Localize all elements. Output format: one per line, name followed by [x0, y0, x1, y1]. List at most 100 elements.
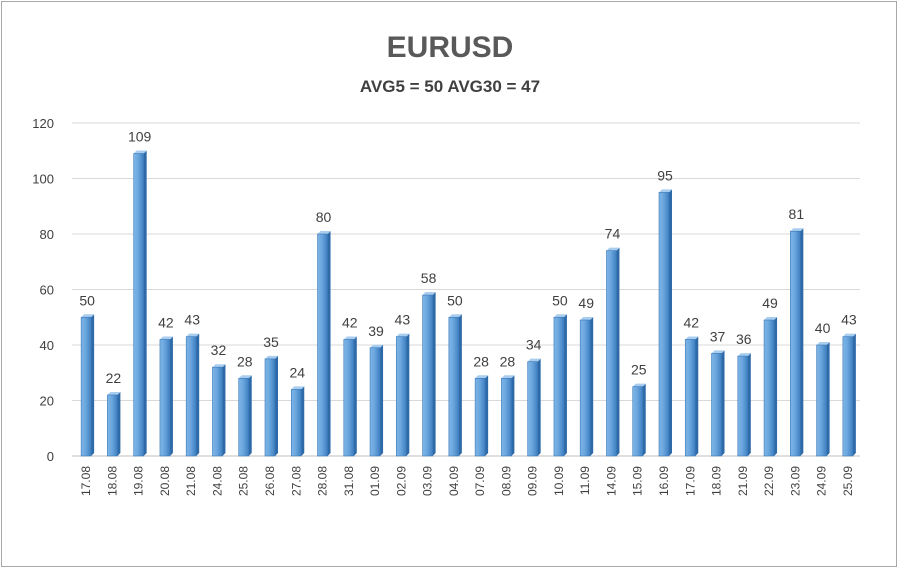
y-tick-label: 60 [40, 283, 54, 298]
bar-top [212, 364, 226, 368]
bar-front [448, 316, 460, 457]
x-tick-label: 21.08 [184, 466, 198, 496]
bar-front [185, 336, 197, 457]
bar-front [422, 294, 433, 457]
data-label: 28 [473, 353, 489, 369]
bar-side [774, 317, 778, 456]
bar-side [196, 333, 200, 456]
bar-front [842, 336, 854, 457]
bar-top [475, 375, 489, 379]
bar [159, 336, 173, 457]
bar-top [580, 317, 594, 321]
x-tick-label: 09.09 [526, 466, 540, 496]
y-tick-label: 40 [40, 338, 54, 353]
bar-top [764, 317, 778, 321]
bar-side [117, 391, 121, 456]
bar [474, 375, 489, 457]
bar-top [737, 353, 751, 357]
bar-side [301, 386, 305, 456]
bar [185, 333, 200, 457]
data-label: 74 [605, 226, 621, 242]
x-tick-label: 23.09 [788, 466, 802, 496]
bar-top [606, 247, 620, 251]
bar-side [485, 375, 489, 456]
x-tick-label: 28.08 [316, 466, 330, 496]
bar-top [317, 231, 331, 234]
bar-side [353, 336, 357, 456]
bar [684, 336, 699, 457]
bar-side [380, 344, 384, 456]
data-label: 50 [79, 292, 95, 308]
bar-top [238, 375, 252, 379]
bar-front [553, 316, 565, 457]
bar-side [91, 314, 95, 456]
bar [763, 317, 778, 457]
x-tick-label: 17.09 [683, 466, 697, 496]
x-tick-label: 14.09 [604, 466, 618, 496]
bar-top [159, 336, 173, 340]
gridlines [72, 122, 860, 457]
x-tick-label: 02.09 [394, 466, 408, 496]
bar [501, 375, 515, 457]
bar-front [790, 230, 801, 457]
data-label: 50 [447, 292, 463, 308]
bar-top [816, 342, 830, 345]
bar-front [737, 355, 749, 457]
data-label: 50 [552, 292, 568, 308]
y-tick-label: 120 [32, 116, 54, 131]
data-label: 24 [289, 364, 305, 380]
bar-front [290, 389, 302, 457]
bar-top [448, 314, 462, 318]
chart-subtitle: AVG5 = 50 AVG30 = 47 [360, 77, 540, 96]
bar [369, 344, 384, 457]
data-label: 34 [526, 337, 542, 353]
bars [80, 150, 856, 457]
bar [264, 355, 278, 457]
data-label: 43 [841, 312, 857, 328]
x-axis-ticks: 17.08 18.08 19.08 20.08 21.08 24.08 25.08 26.08… [79, 466, 855, 496]
x-tick-label: 08.09 [499, 466, 513, 496]
bar-front [816, 344, 827, 457]
bar [632, 383, 646, 457]
bar-side [222, 364, 226, 456]
bar-front [711, 353, 722, 457]
bar-front [632, 386, 644, 457]
x-tick-label: 24.08 [210, 466, 224, 496]
data-label: 81 [789, 206, 805, 222]
bar-front [527, 361, 538, 457]
bar-side [169, 336, 173, 456]
bar [422, 292, 436, 457]
data-label: 36 [736, 331, 752, 347]
data-label: 39 [368, 323, 384, 339]
x-tick-label: 15.09 [631, 466, 645, 496]
y-tick-label: 0 [47, 449, 54, 464]
bar-front [369, 347, 381, 457]
bar [816, 342, 830, 457]
bar-top [659, 189, 672, 193]
bar-side [143, 150, 147, 456]
bar-side [642, 383, 646, 456]
bar-side [695, 336, 699, 456]
data-label: 42 [158, 314, 174, 330]
chart-title: EURUSD [387, 31, 514, 64]
data-label: 35 [263, 334, 279, 350]
bar-top [632, 383, 646, 387]
bar-front [606, 250, 617, 457]
bar [579, 317, 594, 457]
bar [606, 247, 620, 457]
bar-front [238, 377, 250, 457]
y-tick-label: 20 [40, 394, 54, 409]
bar-top [553, 314, 567, 318]
x-tick-label: 11.09 [578, 466, 592, 495]
bar-front [658, 192, 670, 457]
bar [658, 189, 672, 457]
bar [80, 314, 95, 457]
bar-top [790, 228, 804, 232]
data-label: 32 [211, 342, 227, 358]
x-tick-label: 25.08 [237, 466, 251, 496]
x-tick-label: 03.09 [421, 466, 435, 496]
x-tick-label: 24.09 [815, 466, 829, 496]
x-tick-label: 04.09 [447, 466, 461, 496]
bar-top [107, 391, 121, 395]
